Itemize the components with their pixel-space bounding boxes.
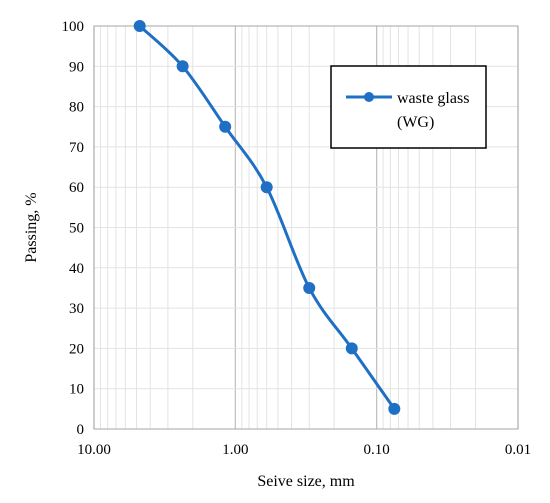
x-tick-label: 0.10: [364, 442, 390, 458]
legend-marker-swatch: [364, 92, 374, 102]
legend-box: [330, 65, 487, 149]
y-tick-label: 10: [69, 382, 84, 398]
data-point: [388, 402, 401, 415]
x-tick-label: 0.01: [505, 442, 531, 458]
y-tick-labels: 0 10 20 30 40 50 60 70 80 90 100: [62, 19, 85, 438]
x-tick-labels: 10.00 1.00 0.10 0.01: [77, 442, 531, 458]
legend: waste glass (WG): [330, 65, 487, 149]
y-tick-label: 80: [69, 100, 84, 116]
legend-label-line2: (WG): [397, 114, 434, 131]
y-tick-label: 70: [69, 140, 84, 156]
y-tick-label: 40: [69, 261, 84, 277]
y-tick-label: 100: [62, 19, 85, 35]
y-tick-label: 0: [77, 422, 85, 438]
y-tick-label: 60: [69, 180, 84, 196]
y-tick-label: 30: [69, 301, 84, 317]
x-tick-label: 10.00: [77, 442, 111, 458]
data-point: [176, 60, 189, 73]
y-tick-label: 20: [69, 341, 84, 357]
x-tick-label: 1.00: [222, 442, 248, 458]
data-point: [345, 342, 358, 355]
y-axis-title: Passing, %: [23, 192, 40, 262]
y-tick-label: 50: [69, 221, 84, 237]
data-point: [303, 281, 316, 294]
y-tick-label: 90: [69, 59, 84, 75]
x-axis-title: Seive size, mm: [257, 473, 355, 490]
plot-area-border: [93, 25, 519, 430]
data-point: [133, 20, 146, 32]
data-point: [260, 181, 273, 194]
legend-label-line1: waste glass: [397, 90, 469, 107]
series-waste-glass: [133, 20, 401, 415]
data-point: [219, 120, 232, 133]
